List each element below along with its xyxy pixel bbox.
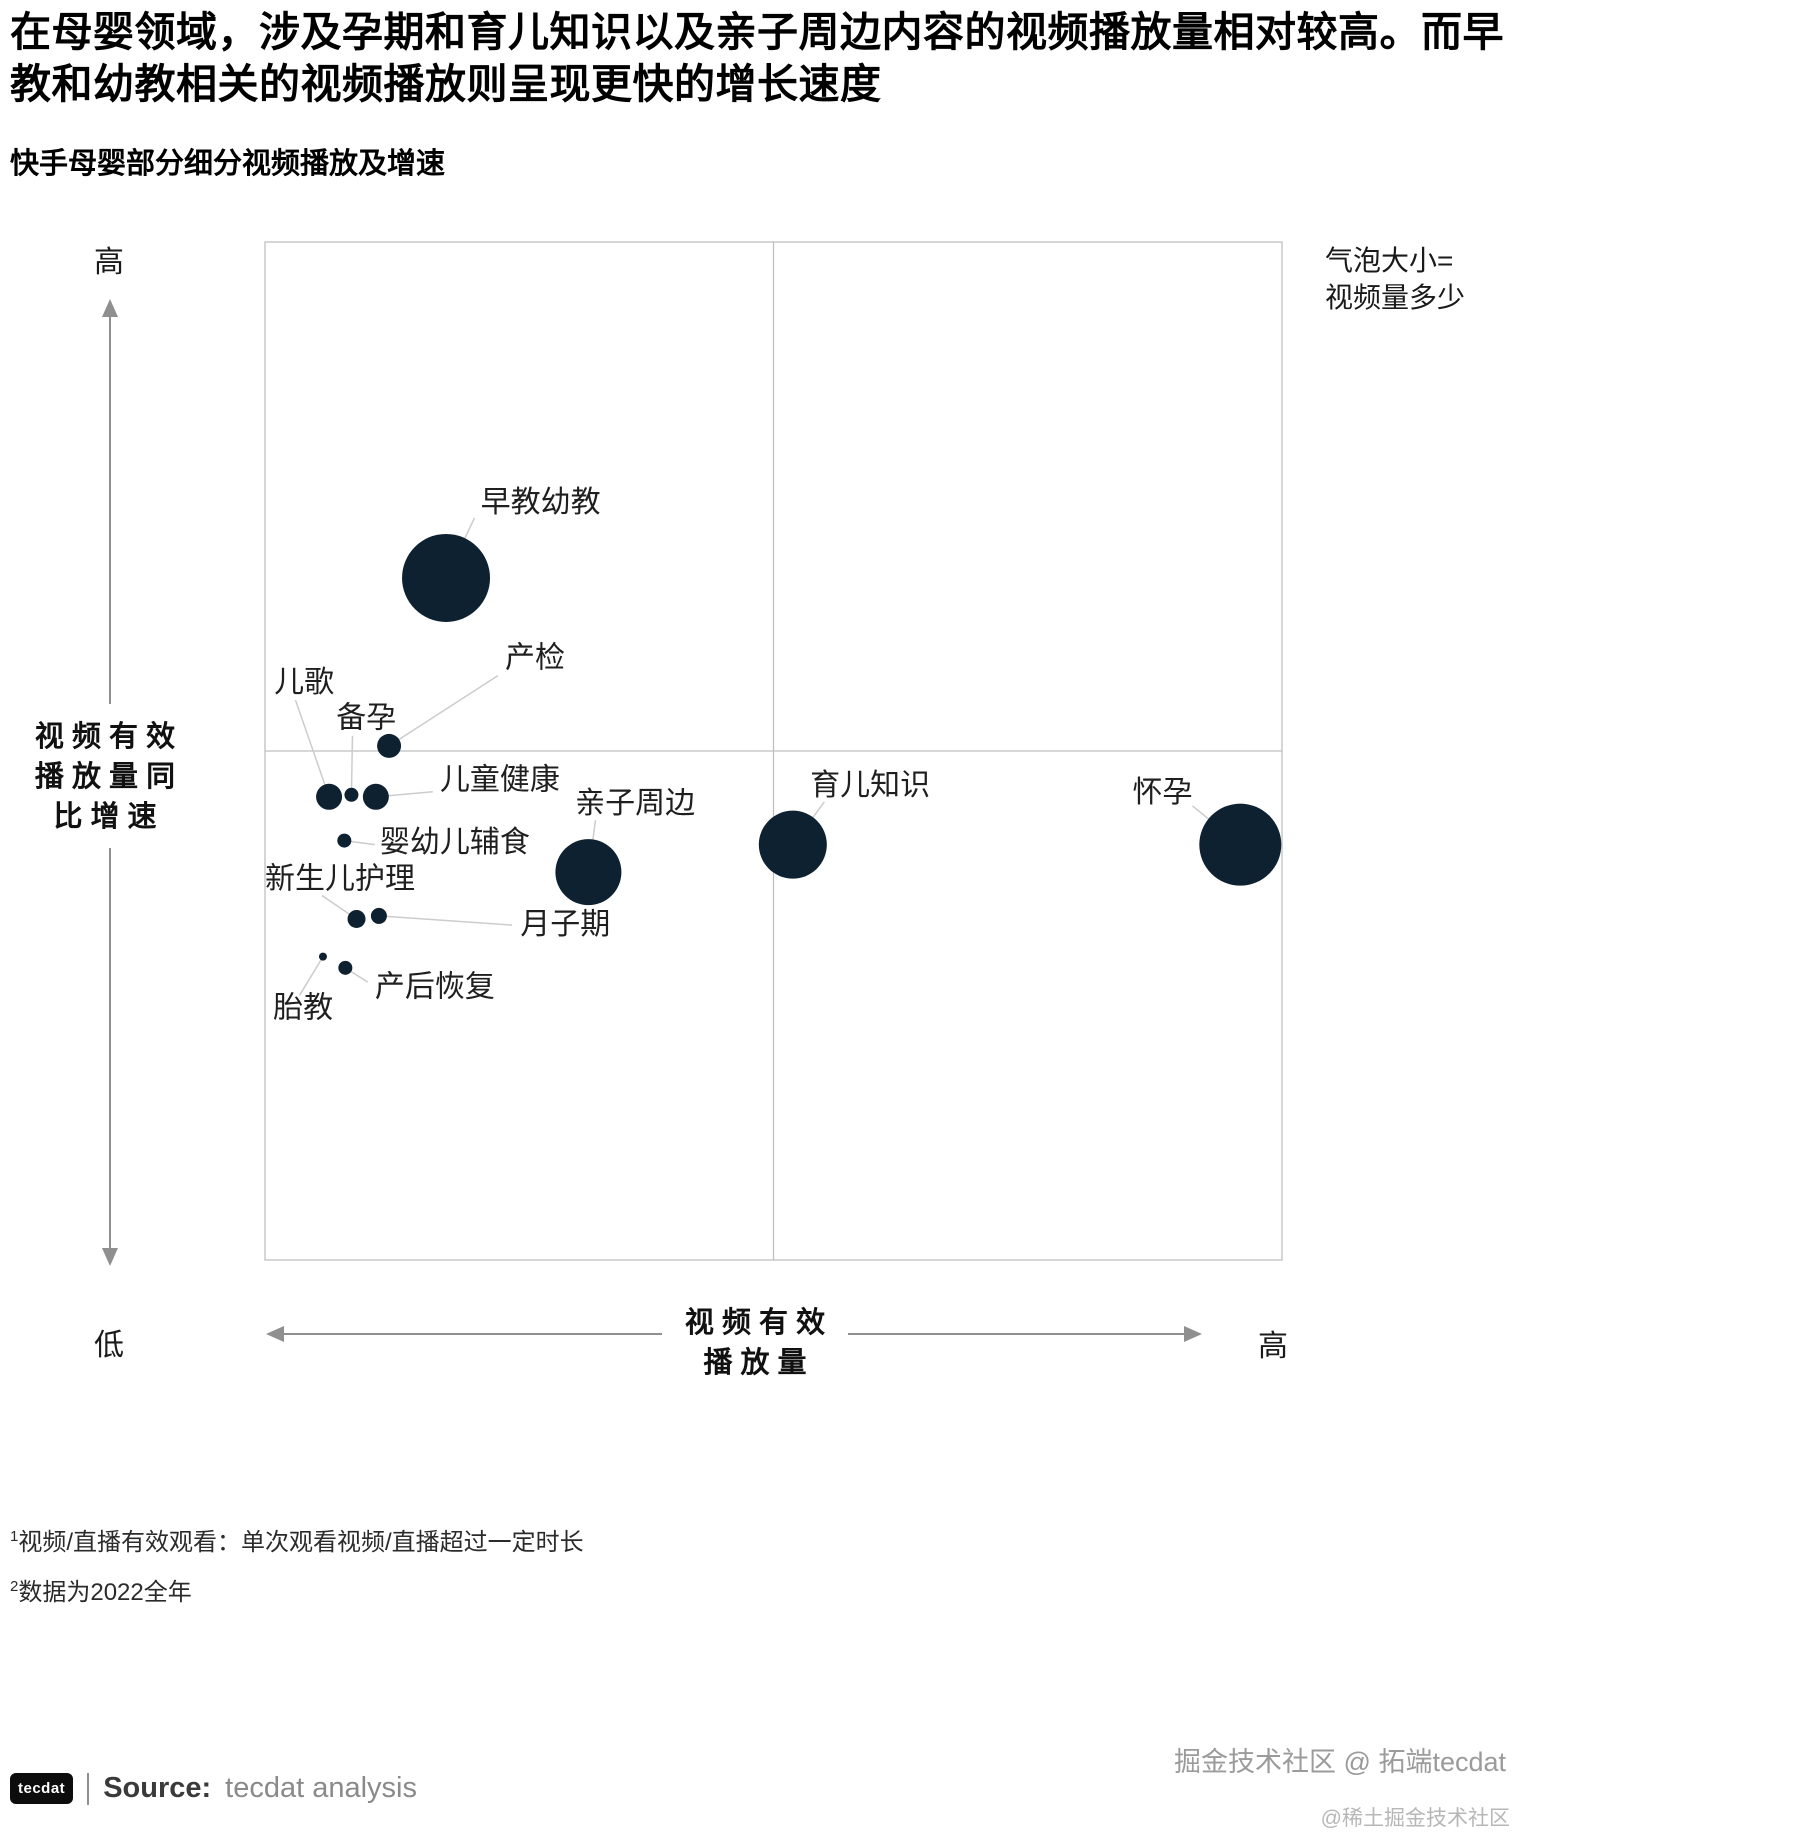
source-label: Source: <box>103 1772 212 1804</box>
bubble-label: 备孕 <box>336 702 396 735</box>
bubble-怀孕 <box>1199 803 1282 886</box>
y-axis-arrow-up-icon <box>102 299 118 317</box>
footnote-1-text: 视频/直播有效观看：单次观看视频/直播超过一定时长 <box>18 1529 584 1556</box>
leader-line <box>388 675 499 747</box>
bubble-label: 育儿知识 <box>810 769 930 802</box>
watermark-line2: @稀土掘金技术社区 <box>1320 1807 1510 1830</box>
x-axis-title: 播 放 量 <box>703 1346 806 1379</box>
bubbles <box>316 533 1282 975</box>
footer-divider <box>87 1772 90 1805</box>
y-axis-title: 比 增 速 <box>53 800 156 833</box>
leader-line <box>378 915 513 926</box>
bubble-备孕 <box>344 787 359 802</box>
x-axis-max-label: 高 <box>1258 1330 1288 1363</box>
footnote-1-sup: 1 <box>10 1528 19 1545</box>
y-axis-title: 视 频 有 效 <box>35 720 175 753</box>
watermark-line1: 掘金技术社区 @ 拓端tecdat <box>1174 1747 1506 1777</box>
y-axis-arrow-down-icon <box>102 1248 118 1266</box>
bubble-月子期 <box>370 907 387 924</box>
bubble-label: 月子期 <box>520 908 610 941</box>
y-axis-title: 播 放 量 同 <box>35 760 175 793</box>
bubble-亲子周边 <box>555 839 622 906</box>
bubble-label: 怀孕 <box>1133 776 1193 809</box>
bubble-size-legend: 视频量多少 <box>1325 282 1465 313</box>
footnotes: 1视频/直播有效观看：单次观看视频/直播超过一定时长 2数据为2022全年 <box>10 1522 584 1622</box>
y-axis-max-label: 高 <box>94 246 124 279</box>
bubble-早教幼教 <box>402 533 491 622</box>
source-value: tecdat analysis <box>225 1772 417 1804</box>
bubble-儿歌 <box>316 783 343 810</box>
y-axis-min-label: 低 <box>94 1329 124 1362</box>
bubble-新生儿护理 <box>347 909 366 928</box>
bubble-label: 早教幼教 <box>481 486 601 519</box>
leader-line <box>294 699 330 798</box>
bubble-label: 儿童健康 <box>440 764 560 797</box>
bubble-label: 儿歌 <box>274 666 334 699</box>
leader-line <box>298 956 324 996</box>
footnote-2: 2数据为2022全年 <box>10 1572 584 1607</box>
chart-subtitle: 快手母婴部分细分视频播放及增速 <box>10 148 446 180</box>
page-title: 在母婴领域，涉及孕期和育儿知识以及亲子周边内容的视频播放量相对较高。而早教和幼教… <box>10 9 1504 108</box>
x-axis-arrow-left-icon <box>266 1326 284 1342</box>
bubble-size-legend: 气泡大小= <box>1325 245 1453 276</box>
x-axis-title: 视 频 有 效 <box>685 1306 825 1339</box>
bubble-产后恢复 <box>338 960 353 975</box>
tecdat-logo: tecdat <box>10 1773 74 1804</box>
bubble-label: 胎教 <box>273 992 333 1025</box>
footnote-2-text: 数据为2022全年 <box>18 1579 192 1606</box>
source-bar: tecdat Source: tecdat analysis <box>10 1772 417 1805</box>
bubble-label: 产后恢复 <box>375 970 495 1003</box>
bubble-婴幼儿辅食 <box>337 833 352 848</box>
footnote-1: 1视频/直播有效观看：单次观看视频/直播超过一定时长 <box>10 1522 584 1557</box>
bubble-产检 <box>377 733 402 758</box>
x-axis-arrow-right-icon <box>1184 1326 1202 1342</box>
footnote-2-sup: 2 <box>10 1578 19 1595</box>
bubble-label: 产检 <box>505 642 565 675</box>
leader-line <box>350 735 354 795</box>
bubble-育儿知识 <box>758 810 827 879</box>
bubble-儿童健康 <box>362 783 389 810</box>
bubble-label: 婴幼儿辅食 <box>380 826 530 859</box>
bubble-label: 新生儿护理 <box>265 862 415 895</box>
bubble-胎教 <box>318 952 327 961</box>
bubble-label: 亲子周边 <box>575 787 695 820</box>
